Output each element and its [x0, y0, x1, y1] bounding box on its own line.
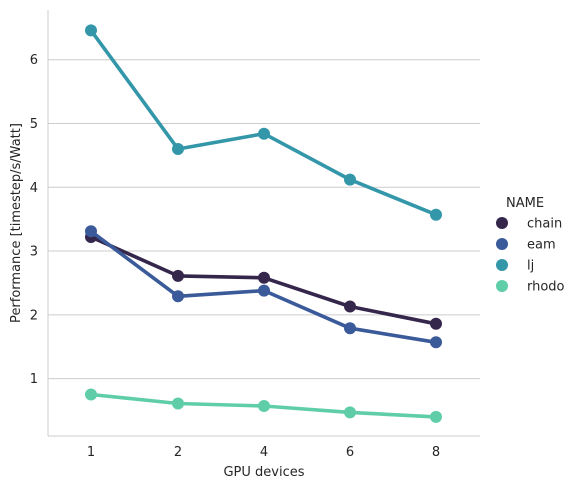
- data-point: [430, 208, 442, 221]
- data-point: [258, 284, 270, 297]
- x-axis-title: GPU devices: [223, 465, 304, 480]
- series-eam: [85, 225, 442, 349]
- data-point: [85, 24, 97, 37]
- data-point: [344, 300, 356, 313]
- data-point: [258, 127, 270, 140]
- legend-item-chain: chain: [496, 217, 562, 232]
- data-point: [85, 388, 97, 401]
- data-point: [172, 269, 184, 282]
- y-tick-label: 6: [30, 53, 38, 68]
- legend-item-eam: eam: [496, 238, 556, 253]
- legend-marker: [496, 280, 508, 292]
- data-point: [258, 271, 270, 284]
- y-ticks: 1 2 3 4 5 6: [30, 53, 38, 387]
- legend-marker: [496, 217, 508, 229]
- x-tick-label: 6: [346, 445, 354, 460]
- series: [85, 24, 442, 423]
- legend-marker: [496, 238, 508, 250]
- series-rhodo: [85, 388, 442, 423]
- data-point: [85, 225, 97, 238]
- data-point: [430, 317, 442, 330]
- data-point: [172, 397, 184, 410]
- data-point: [172, 290, 184, 303]
- legend-marker: [496, 259, 508, 271]
- y-tick-label: 2: [30, 308, 38, 323]
- series-lj: [85, 24, 442, 221]
- data-point: [430, 410, 442, 423]
- legend-item-lj: lj: [496, 259, 534, 274]
- legend-label: eam: [527, 238, 556, 253]
- legend-item-rhodo: rhodo: [496, 280, 565, 295]
- y-axis-title: Performance [timestep/s/Watt]: [9, 123, 24, 323]
- x-tick-label: 4: [260, 445, 268, 460]
- y-tick-label: 3: [30, 245, 38, 260]
- axes: [47, 10, 480, 437]
- y-tick-label: 4: [30, 181, 38, 196]
- legend: NAME chain eam lj rhodo: [496, 196, 565, 295]
- data-point: [172, 143, 184, 155]
- x-tick-label: 2: [174, 445, 182, 460]
- data-point: [344, 173, 356, 186]
- y-tick-label: 1: [30, 372, 38, 387]
- legend-label: chain: [527, 217, 562, 232]
- legend-label: lj: [527, 259, 534, 274]
- data-point: [344, 406, 356, 419]
- data-point: [430, 336, 442, 349]
- grid: [48, 59, 480, 380]
- data-point: [258, 400, 270, 412]
- x-tick-label: 1: [87, 445, 95, 460]
- series-chain: [85, 231, 442, 330]
- legend-title: NAME: [506, 196, 544, 211]
- x-ticks: 1 2 4 6 8: [87, 445, 440, 460]
- data-point: [344, 322, 356, 335]
- x-tick-label: 8: [432, 445, 440, 460]
- legend-label: rhodo: [527, 280, 565, 295]
- y-tick-label: 5: [30, 117, 38, 132]
